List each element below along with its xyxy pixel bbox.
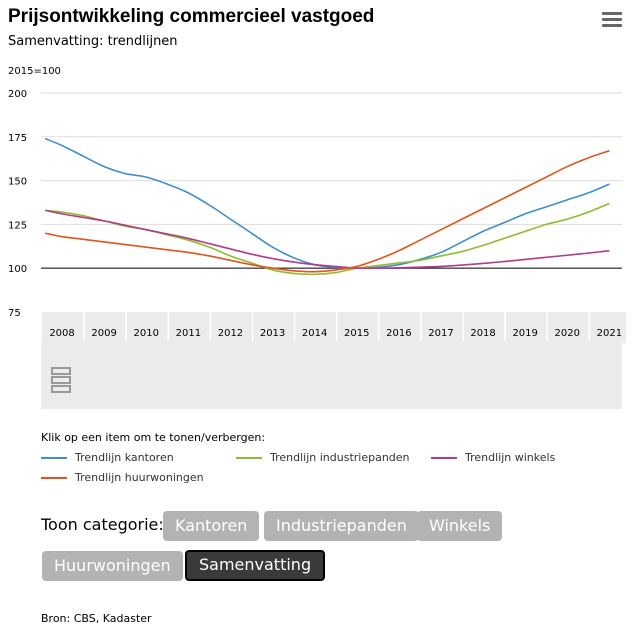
legend-swatch [41,456,67,459]
x-tick-label: 2021 [597,328,622,339]
y-tick-label: 150 [8,177,27,188]
source-note: Bron: CBS, Kadaster [41,612,152,625]
x-tick-label: 2009 [91,328,116,339]
x-tick-label: 2016 [386,328,411,339]
page-subtitle: Samenvatting: trendlijnen [8,34,178,49]
x-tick-label: 2013 [260,328,285,339]
legend-instruction: Klik op een item om te tonen/verbergen: [41,431,266,444]
x-tick-label: 2010 [134,328,159,339]
legend-item-huurwoningen[interactable]: Trendlijn huurwoningen [41,471,204,484]
legend-item-kantoren[interactable]: Trendlijn kantoren [41,451,174,464]
legend-item-winkels[interactable]: Trendlijn winkels [431,451,555,464]
y-axis-unit-label: 2015=100 [8,66,61,77]
legend-swatch [41,476,67,479]
category-button-kantoren[interactable]: Kantoren [163,511,260,541]
legend-swatch [431,456,457,459]
legend-label: Trendlijn kantoren [75,451,174,464]
x-tick-label: 2012 [218,328,243,339]
hamburger-menu-icon[interactable] [600,12,624,32]
category-button-winkels[interactable]: Winkels [417,511,503,541]
legend-label: Trendlijn industriepanden [270,451,410,464]
logo-panel [41,341,622,409]
category-label: Toon categorie: [41,515,164,534]
y-tick-label: 125 [8,220,27,231]
x-axis-band [41,312,626,343]
x-tick-label: 2018 [470,328,495,339]
y-tick-label: 100 [8,264,27,275]
legend-label: Trendlijn winkels [465,451,556,464]
x-tick-label: 2011 [176,328,201,339]
x-tick-label: 2014 [302,328,327,339]
cbs-logo-icon: cbs [51,367,71,393]
y-tick-label: 175 [8,133,27,144]
category-button-samenvatting[interactable]: Samenvatting [185,550,326,581]
x-tick-label: 2019 [512,328,537,339]
legend-swatch [236,456,262,459]
series-line-trendlijn-huurwoningen[interactable] [45,150,610,273]
category-button-industriepanden[interactable]: Industriepanden [264,511,419,541]
y-tick-label: 200 [8,89,27,100]
y-tick-label: 75 [8,308,21,319]
legend-label: Trendlijn huurwoningen [75,471,204,484]
category-button-huurwoningen[interactable]: Huurwoningen [42,551,183,581]
legend-item-industriepanden[interactable]: Trendlijn industriepanden [236,451,410,464]
x-tick-label: 2008 [49,328,74,339]
x-tick-label: 2020 [555,328,580,339]
x-tick-label: 2017 [428,328,453,339]
x-tick-label: 2015 [344,328,369,339]
line-chart: 2015=100 75 100 125 150 175 200 2008 2009 2010 2… [8,66,626,409]
page-title: Prijsontwikkeling commercieel vastgoed [8,6,375,27]
series-line-trendlijn-winkels[interactable] [45,209,610,270]
series-line-trendlijn-kantoren[interactable] [44,137,610,270]
